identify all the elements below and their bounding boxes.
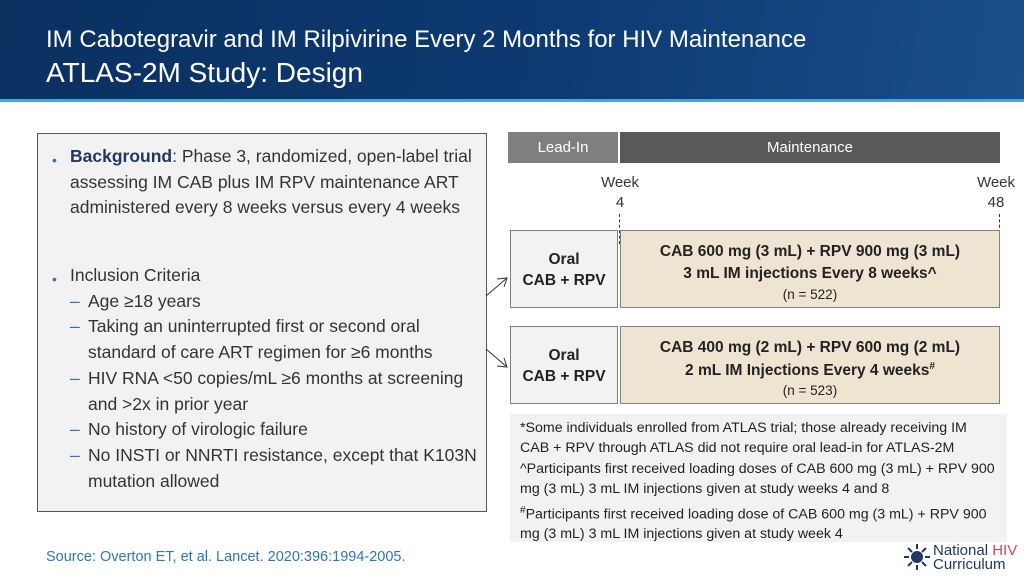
- footnote: #Participants first received loading dos…: [520, 505, 987, 543]
- arrow-head-icon: [496, 277, 508, 288]
- arrow-line: [485, 277, 508, 297]
- bullet-icon: •: [52, 152, 57, 168]
- criteria-item: Taking an uninterrupted first or second …: [88, 316, 433, 362]
- bullet-icon: •: [52, 271, 57, 287]
- lead-in-phase-bar: Lead-In: [508, 132, 618, 163]
- arrow-line: [485, 348, 508, 368]
- oral-lead-in-box: Oral CAB + RPV: [510, 230, 618, 308]
- footnotes-box: *Some individuals enrolled from ATLAS tr…: [510, 414, 1007, 542]
- dash-icon: –: [70, 368, 80, 388]
- footnote: ^Participants first received loading dos…: [520, 461, 995, 497]
- criteria-item: No INSTI or NNRTI resistance, except tha…: [88, 445, 477, 491]
- oral-lead-in-box: Oral CAB + RPV: [510, 326, 618, 404]
- week-4-tick: [619, 214, 620, 244]
- logo-emblem-icon: [904, 544, 930, 570]
- maintenance-phase-bar: Maintenance: [620, 132, 1000, 163]
- criteria-item: Age ≥18 years: [88, 291, 201, 311]
- title-banner: IM Cabotegravir and IM Rilpivirine Every…: [0, 0, 1024, 102]
- dash-icon: –: [70, 316, 80, 336]
- background-label: Background: [70, 146, 173, 166]
- footnote: *Some individuals enrolled from ATLAS tr…: [520, 420, 967, 456]
- dash-icon: –: [70, 291, 80, 311]
- slide-title: IM Cabotegravir and IM Rilpivirine Every…: [46, 26, 807, 53]
- week-4-marker: Week 4: [600, 174, 640, 211]
- slide-subtitle: ATLAS-2M Study: Design: [46, 57, 363, 88]
- dash-icon: –: [70, 445, 80, 465]
- nhc-logo: National HIV Curriculum: [903, 541, 1021, 573]
- background-panel: • Background: Phase 3, randomized, open-…: [37, 133, 487, 512]
- q8w-arm-box: CAB 600 mg (3 mL) + RPV 900 mg (3 mL) 3 …: [620, 230, 1000, 308]
- criteria-item: HIV RNA <50 copies/mL ≥6 months at scree…: [88, 368, 464, 414]
- background-text: Background: Phase 3, randomized, open-la…: [70, 146, 472, 218]
- criteria-item: No history of virologic failure: [88, 419, 308, 439]
- week-48-tick: [999, 214, 1000, 244]
- inclusion-label: Inclusion Criteria: [70, 265, 201, 285]
- arrow-head-icon: [496, 357, 508, 368]
- week-48-marker: Week 48: [976, 174, 1016, 211]
- dash-icon: –: [70, 419, 80, 439]
- source-citation: Source: Overton ET, et al. Lancet. 2020:…: [46, 549, 406, 565]
- q4w-arm-box: CAB 400 mg (2 mL) + RPV 600 mg (2 mL) 2 …: [620, 326, 1000, 404]
